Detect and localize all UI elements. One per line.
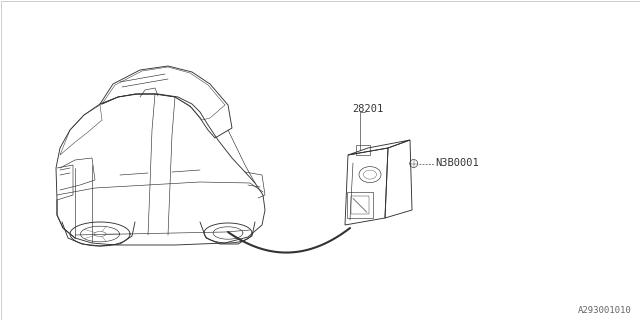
- Text: N3B0001: N3B0001: [436, 158, 479, 169]
- Text: A293001010: A293001010: [579, 306, 632, 315]
- Text: 28201: 28201: [352, 104, 383, 114]
